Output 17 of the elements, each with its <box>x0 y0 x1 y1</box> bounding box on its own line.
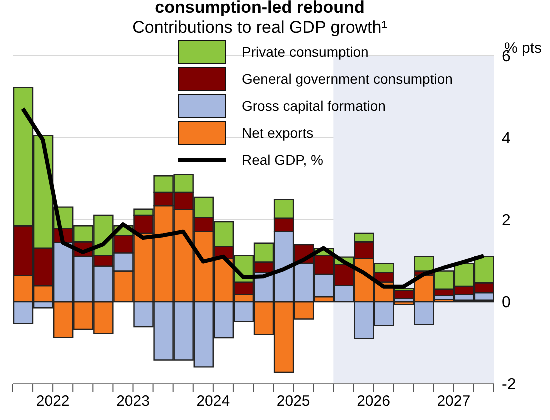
y-tick-label: 4 <box>502 130 511 148</box>
y-tick-label: 0 <box>502 294 511 312</box>
legend-label: Private consumption <box>242 44 369 60</box>
x-tick-label: 2027 <box>437 393 471 410</box>
chart-subtitle: Contributions to real GDP growth¹ <box>132 18 388 38</box>
y-tick-label: -2 <box>502 376 516 394</box>
x-tick-label: 2025 <box>276 393 310 410</box>
y-tick-label: 2 <box>502 212 511 230</box>
x-tick-label: 2022 <box>36 393 70 410</box>
legend-label: Net exports <box>242 124 314 140</box>
x-tick-label: 2026 <box>357 393 390 410</box>
legend-label: Real GDP, % <box>242 152 324 168</box>
legend-label: Gross capital formation <box>242 98 386 114</box>
chart-title: consumption-led rebound <box>154 0 366 18</box>
legend-label: General government consumption <box>242 70 453 86</box>
x-tick-label: 2024 <box>196 393 230 410</box>
x-tick-label: 2023 <box>116 393 150 410</box>
